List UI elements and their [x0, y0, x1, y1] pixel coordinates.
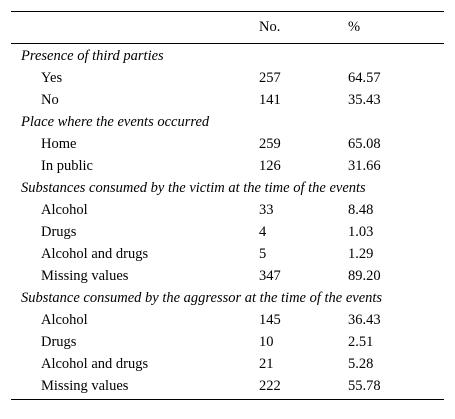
row-no: 257 [259, 70, 281, 86]
table-row: Alcohol and drugs 5 1.29 [11, 243, 444, 265]
section-title: Substance consumed by the aggressor at t… [21, 290, 383, 306]
section-title-row: Presence of third parties [11, 45, 444, 67]
row-no: 141 [259, 92, 281, 108]
row-pct: 31.66 [348, 158, 381, 174]
row-pct: 55.78 [348, 378, 381, 394]
table-row: Drugs 4 1.03 [11, 221, 444, 243]
row-label: Yes [41, 70, 63, 86]
section-title-row: Place where the events occurred [11, 111, 444, 133]
row-pct: 1.03 [348, 224, 374, 240]
section-title: Presence of third parties [21, 48, 164, 64]
row-no: 10 [259, 334, 274, 350]
row-label: Missing values [41, 378, 129, 394]
row-label: Missing values [41, 268, 129, 284]
table-row: Alcohol 145 36.43 [11, 309, 444, 331]
header-no: No. [259, 19, 281, 35]
table-row: Missing values 347 89.20 [11, 265, 444, 287]
row-no: 259 [259, 136, 281, 152]
section-title-row: Substance consumed by the aggressor at t… [11, 287, 444, 309]
section-title: Place where the events occurred [21, 114, 210, 130]
table-row: Alcohol and drugs 21 5.28 [11, 353, 444, 375]
row-pct: 36.43 [348, 312, 381, 328]
row-pct: 2.51 [348, 334, 374, 350]
section-title-row: Substances consumed by the victim at the… [11, 177, 444, 199]
row-label: Alcohol and drugs [41, 246, 149, 262]
row-pct: 8.48 [348, 202, 374, 218]
header-pct: % [348, 19, 361, 35]
row-label: Drugs [41, 224, 77, 240]
row-no: 126 [259, 158, 281, 174]
row-pct: 35.43 [348, 92, 381, 108]
row-no: 222 [259, 378, 281, 394]
row-label: Alcohol [41, 312, 88, 328]
row-label: Alcohol and drugs [41, 356, 149, 372]
row-label: Home [41, 136, 77, 152]
row-label: In public [41, 158, 93, 174]
table-row: Alcohol 33 8.48 [11, 199, 444, 221]
data-table: No. % Presence of third parties Yes 257 … [11, 11, 444, 400]
row-label: Alcohol [41, 202, 88, 218]
row-pct: 64.57 [348, 70, 381, 86]
row-no: 4 [259, 224, 267, 240]
section-title: Substances consumed by the victim at the… [21, 180, 366, 196]
row-pct: 1.29 [348, 246, 374, 262]
row-pct: 89.20 [348, 268, 381, 284]
row-no: 347 [259, 268, 281, 284]
row-no: 145 [259, 312, 281, 328]
row-pct: 65.08 [348, 136, 381, 152]
row-pct: 5.28 [348, 356, 374, 372]
table-row: Missing values 222 55.78 [11, 375, 444, 397]
table-row: Drugs 10 2.51 [11, 331, 444, 353]
row-label: Drugs [41, 334, 77, 350]
row-no: 21 [259, 356, 274, 372]
table-header: No. % [11, 12, 444, 44]
row-no: 5 [259, 246, 267, 262]
row-label: No [41, 92, 59, 108]
table-body: Presence of third parties Yes 257 64.57 … [11, 44, 444, 399]
table-row: No 141 35.43 [11, 89, 444, 111]
row-no: 33 [259, 202, 274, 218]
table-row: Home 259 65.08 [11, 133, 444, 155]
table-row: In public 126 31.66 [11, 155, 444, 177]
table-row: Yes 257 64.57 [11, 67, 444, 89]
